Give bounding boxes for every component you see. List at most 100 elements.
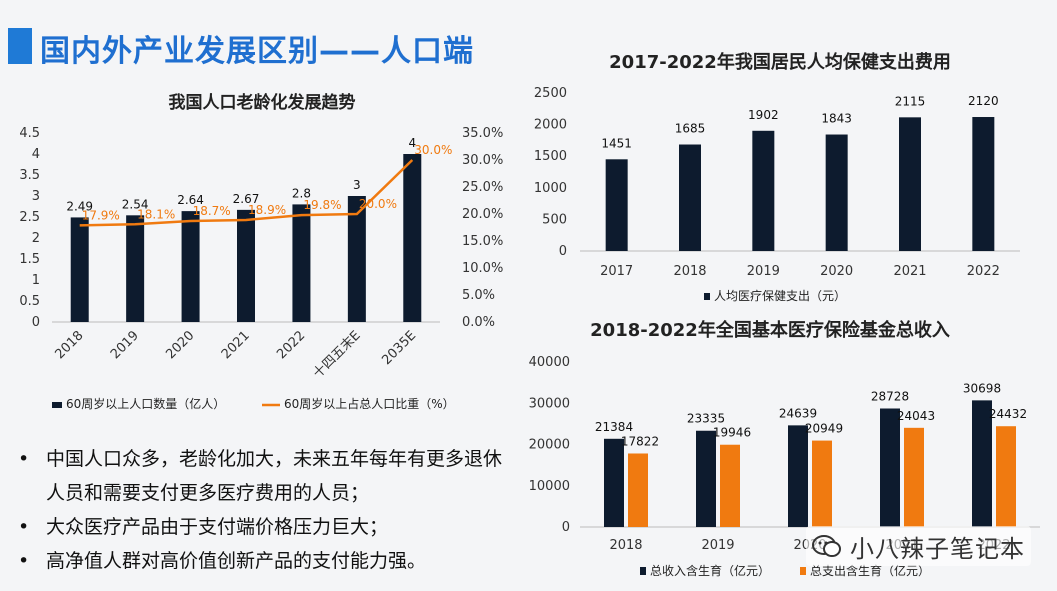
- bar-expense: [904, 427, 924, 527]
- bullet-dot: •: [18, 516, 30, 538]
- line-data-label: 30.0%: [414, 143, 452, 157]
- bar: [679, 144, 701, 251]
- y-tick-left: 0.5: [19, 294, 40, 309]
- y-tick-left: 1: [32, 273, 40, 288]
- bullet-item: 人员和需要支付更多医疗费用的人员；: [18, 476, 538, 510]
- bar-data-label: 2115: [895, 94, 926, 108]
- legend-label: 总收入含生育（亿元）: [650, 563, 770, 578]
- bar-expense: [812, 440, 832, 527]
- y-tick-right: 30.0%: [462, 153, 503, 168]
- bar-data-label: 30698: [963, 381, 1001, 395]
- bar-expense: [720, 444, 740, 527]
- y-tick: 500: [542, 212, 567, 227]
- y-tick-left: 2.5: [19, 210, 40, 225]
- y-tick-right: 10.0%: [462, 261, 503, 276]
- bullet-dot: •: [18, 550, 30, 572]
- bar-data-label: 21384: [595, 420, 633, 434]
- bar-data-label: 19946: [713, 426, 751, 440]
- bar-data-label: 24432: [989, 407, 1027, 421]
- bar: [825, 134, 848, 251]
- bar-data-label: 2.54: [122, 197, 149, 211]
- bar-data-label: 1685: [675, 122, 706, 136]
- bar-data-label: 4: [408, 136, 416, 150]
- bar-data-label: 2.8: [292, 186, 311, 200]
- bar-data-label: 28728: [871, 389, 909, 403]
- bar: [237, 209, 255, 322]
- legend-swatch-bar: [52, 402, 62, 408]
- y-tick-right: 5.0%: [462, 288, 495, 303]
- y-tick: 2000: [534, 118, 567, 133]
- bar-data-label: 17822: [621, 434, 659, 448]
- legend-label: 60周岁以上人口数量（亿人）: [66, 396, 225, 411]
- bar-data-label: 2.67: [233, 192, 260, 206]
- bar-data-label: 2120: [968, 94, 999, 108]
- bar-income: [788, 425, 808, 527]
- bar-data-label: 3: [353, 178, 361, 192]
- bar-income: [880, 408, 900, 527]
- y-tick-right: 25.0%: [462, 180, 503, 195]
- bar: [347, 196, 366, 322]
- bar-data-label: 1843: [821, 112, 852, 126]
- bar: [752, 130, 775, 251]
- bar: [403, 154, 422, 322]
- bar: [70, 217, 89, 322]
- line-data-label: 18.1%: [137, 207, 175, 221]
- y-tick: 10000: [529, 479, 570, 494]
- line-data-label: 18.7%: [193, 204, 231, 218]
- bar-data-label: 2.49: [66, 199, 93, 213]
- x-tick: 2018: [609, 538, 642, 553]
- legend-swatch-income: [640, 567, 646, 575]
- bullet-dot: •: [18, 448, 30, 470]
- line-data-label: 19.8%: [303, 198, 341, 212]
- y-tick: 2500: [534, 86, 567, 101]
- x-tick: 2022: [967, 264, 1000, 279]
- legend-label: 总支出含生育（亿元）: [810, 563, 930, 578]
- bar: [292, 204, 311, 322]
- bar: [605, 159, 628, 251]
- bar-income: [696, 430, 716, 527]
- bar-expense: [996, 426, 1016, 527]
- bar: [972, 117, 995, 252]
- bar-data-label: 2.64: [177, 193, 204, 207]
- line-data-label: 17.9%: [82, 208, 120, 222]
- y-tick-left: 3: [32, 189, 40, 204]
- x-tick: 2021: [893, 264, 926, 279]
- y-tick: 20000: [529, 438, 570, 453]
- bar-income: [972, 400, 992, 527]
- y-tick-left: 0: [32, 315, 40, 330]
- y-tick-right: 35.0%: [462, 126, 503, 141]
- bar-data-label: 20949: [805, 422, 843, 436]
- bar-data-label: 24639: [779, 406, 817, 420]
- bar-data-label: 23335: [687, 412, 725, 426]
- bullet-text: 中国人口众多，老龄化加大，未来五年每年有更多退休: [46, 448, 503, 470]
- bullet-list: • 中国人口众多，老龄化加大，未来五年每年有更多退休 人员和需要支付更多医疗费用…: [18, 442, 538, 578]
- chart-title: 2018-2022年全国基本医疗保险基金总收入: [590, 319, 950, 341]
- y-tick: 30000: [529, 396, 570, 411]
- legend-swatch-expense: [800, 567, 806, 575]
- y-tick-left: 1.5: [19, 252, 40, 267]
- y-tick-right: 15.0%: [462, 234, 503, 249]
- watermark-text: 小八辣子笔记本: [850, 534, 1025, 563]
- line-data-label: 18.9%: [248, 203, 286, 217]
- x-tick: 2018: [673, 264, 706, 279]
- bar: [899, 117, 921, 251]
- bullet-text: 人员和需要支付更多医疗费用的人员；: [46, 482, 370, 504]
- y-tick: 1500: [534, 149, 567, 164]
- bar-data-label: 1902: [748, 108, 779, 122]
- y-tick-left: 4: [32, 147, 40, 162]
- y-tick-left: 3.5: [19, 168, 40, 183]
- bar-data-label: 1451: [601, 136, 632, 150]
- y-tick-left: 2: [32, 231, 40, 246]
- bar: [181, 211, 200, 322]
- y-tick: 1000: [534, 181, 567, 196]
- line-data-label: 20.0%: [359, 197, 397, 211]
- bullet-text: 高净值人群对高价值创新产品的支付能力强。: [46, 550, 427, 572]
- bar-expense: [628, 453, 648, 527]
- x-tick: 2019: [701, 538, 734, 553]
- bar-data-label: 24043: [897, 409, 935, 423]
- bullet-item: • 高净值人群对高价值创新产品的支付能力强。: [18, 544, 538, 578]
- y-tick-right: 20.0%: [462, 207, 503, 222]
- bar: [126, 215, 145, 322]
